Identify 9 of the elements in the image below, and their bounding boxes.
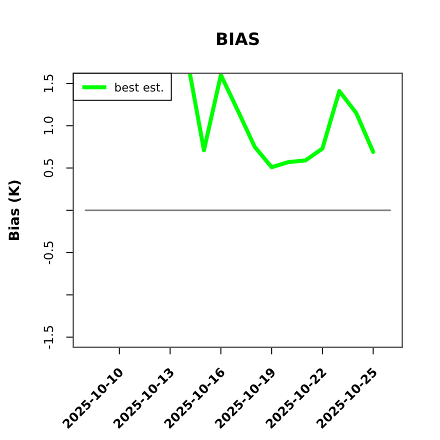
y-tick-label: 1.0 (41, 116, 56, 136)
legend-label: best est. (114, 80, 164, 94)
y-tick-label: -0.5 (41, 240, 56, 265)
y-tick-label: -1.5 (41, 324, 56, 350)
y-axis-title: Bias (K) (7, 179, 23, 242)
y-tick-label: 0.5 (41, 158, 56, 178)
chart-title: BIAS (215, 30, 260, 50)
line-series (188, 73, 376, 170)
y-tick-label: 1.5 (41, 74, 56, 94)
